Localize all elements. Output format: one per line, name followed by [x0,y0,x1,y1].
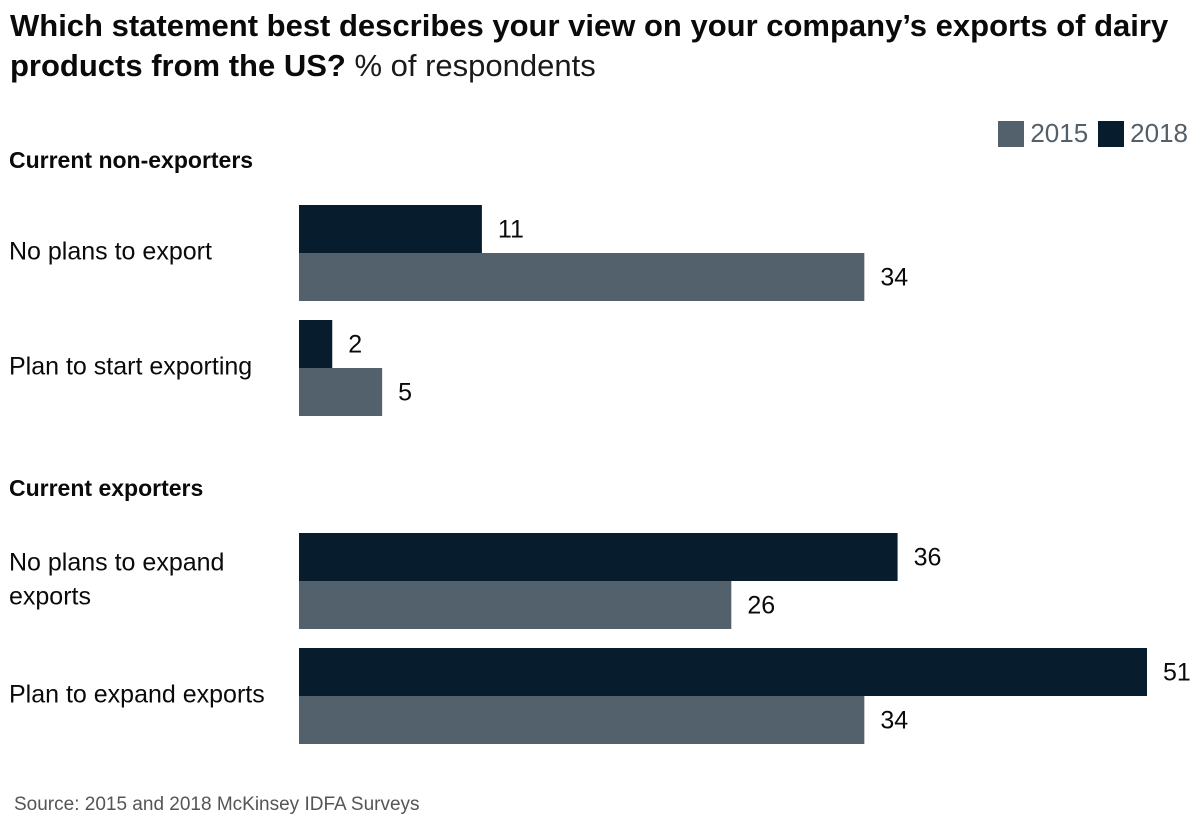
bar-2015 [299,581,732,629]
value-label-2015: 34 [880,264,908,292]
value-label-2018: 51 [1163,659,1191,687]
value-label-2015: 26 [747,592,775,620]
group-label: Current exporters [9,475,203,501]
chart-title-question: Which statement best describes your view… [10,8,1169,83]
bar-2018 [299,205,482,253]
bar-2018 [299,320,333,368]
category-label: No plans to expand [9,549,224,577]
legend-label-2015: 2015 [1030,118,1089,148]
value-label-2018: 36 [914,544,942,572]
value-label-2015: 5 [398,379,412,407]
bar-2015 [299,253,865,301]
chart-legend: 2015 2018 [988,118,1188,149]
category-label: Plan to start exporting [9,353,252,381]
chart-title: Which statement best describes your view… [10,6,1190,86]
legend-item-2015: 2015 [998,118,1088,149]
value-label-2018: 2 [348,331,362,359]
group-label: Current non-exporters [9,147,253,173]
bar-2015 [299,696,865,744]
legend-label-2018: 2018 [1130,118,1188,148]
bar-2018 [299,648,1147,696]
source-note: Source: 2015 and 2018 McKinsey IDFA Surv… [14,794,420,815]
category-label: Plan to expand exports [9,681,265,709]
bar-2015 [299,368,383,416]
legend-item-2018: 2018 [1098,118,1188,149]
value-label-2018: 11 [498,216,524,244]
legend-swatch-2015 [998,120,1025,147]
value-label-2015: 34 [880,707,908,735]
category-label: exports [9,583,91,611]
bar-2018 [299,533,898,581]
chart-title-unit: % of respondents [354,48,596,83]
bar-chart: Current non-exporters No plans to export 1… [9,147,1191,744]
category-label: No plans to export [9,238,212,266]
legend-swatch-2018 [1098,120,1125,147]
